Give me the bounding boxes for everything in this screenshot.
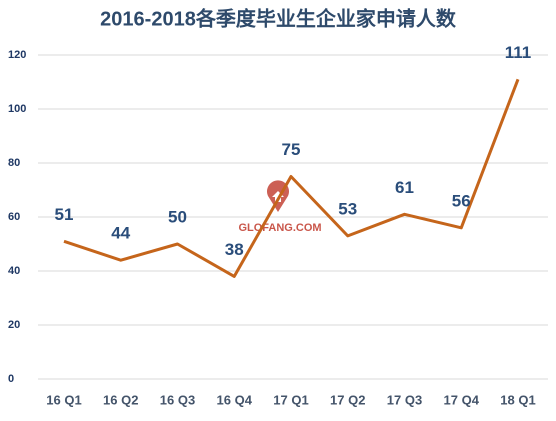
y-tick-label: 100 [8,103,26,115]
y-tick-label: 120 [8,49,26,61]
data-label: 50 [168,207,187,226]
chart-title: 2016-2018各季度毕业生企业家申请人数 [100,6,457,30]
x-tick-label: 16 Q1 [46,392,81,407]
x-tick-label: 16 Q3 [160,392,195,407]
data-label: 75 [282,140,301,159]
watermark: GLOFANG.COM [238,222,321,234]
data-label: 51 [55,205,74,224]
data-label: 38 [225,240,244,259]
y-tick-label: 0 [8,373,14,385]
x-tick-label: 17 Q1 [273,392,308,407]
data-label: 53 [338,199,357,218]
y-tick-label: 80 [8,157,20,169]
y-tick-label: 40 [8,265,20,277]
data-label: 44 [111,224,130,243]
x-tick-label: 16 Q2 [103,392,138,407]
x-tick-label: 16 Q4 [217,392,253,407]
y-tick-label: 20 [8,319,20,331]
x-tick-label: 17 Q3 [387,392,422,407]
data-label: 61 [395,178,414,197]
x-tick-label: 18 Q1 [500,392,535,407]
data-label: 56 [452,191,471,210]
y-tick-label: 60 [8,211,20,223]
data-label: 111 [505,43,532,62]
x-tick-label: 17 Q4 [444,392,480,407]
x-tick-label: 17 Q2 [330,392,365,407]
line [63,78,520,278]
